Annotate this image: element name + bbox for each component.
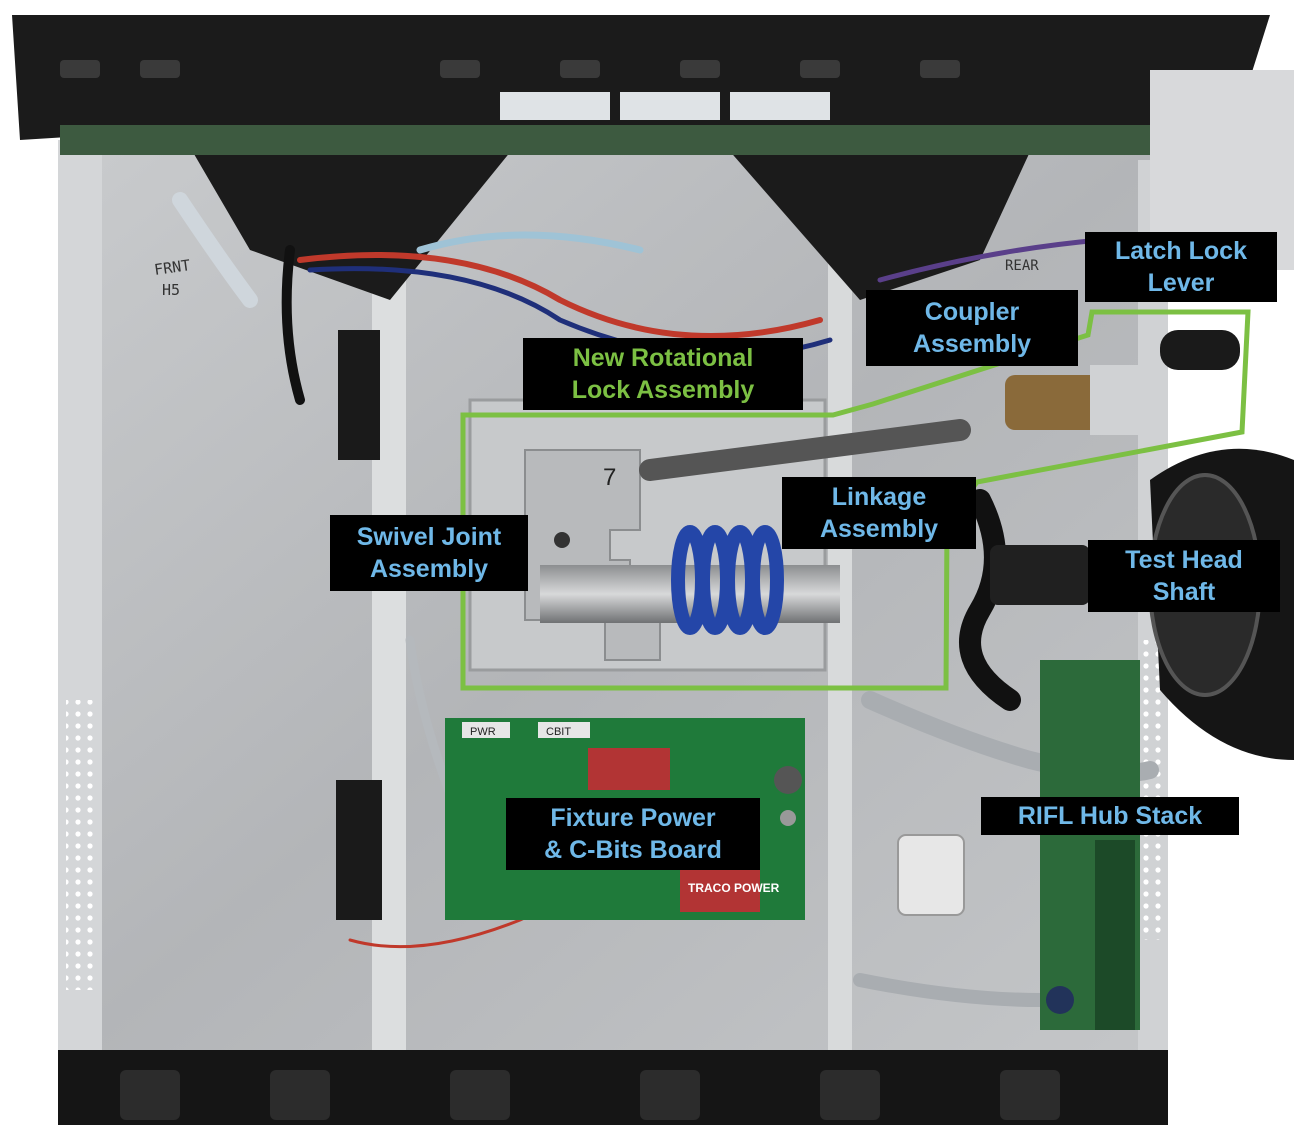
rifl-card: [1095, 840, 1135, 1030]
callout-rotational-lock-line1: New Rotational: [572, 344, 754, 372]
connector-board-strip: [60, 125, 1160, 155]
callout-test-head-shaft: Test Head Shaft: [1088, 540, 1280, 612]
callout-latch-lock-lever: Latch Lock Lever: [1085, 232, 1277, 302]
latch-lock-handle: [1160, 330, 1240, 370]
bumper-ribs: [120, 1070, 1060, 1120]
callout-linkage-line1: Linkage: [831, 483, 927, 511]
callout-test-head-shaft-line2: Shaft: [1152, 578, 1216, 606]
linkage-rod: [639, 419, 971, 481]
callout-rifl-hub-stack: RIFL Hub Stack: [981, 797, 1239, 835]
rear-marking: REAR: [1005, 258, 1039, 274]
callout-swivel-joint-line2: Assembly: [369, 555, 489, 583]
fan-bottom: [336, 780, 382, 920]
power-module-bottom: [680, 862, 760, 912]
shaft: [540, 565, 840, 623]
block-hole: [554, 532, 570, 548]
lid-connector-slots: [60, 60, 960, 78]
callout-latch-lock-lever-line2: Lever: [1147, 269, 1215, 297]
callout-fixture-power-line2: & C-Bits Board: [544, 836, 722, 864]
callout-fixture-power-line1: Fixture Power: [550, 804, 716, 832]
top-lid: [12, 15, 1270, 300]
inductor: [774, 766, 802, 794]
block-marking: 7: [603, 464, 616, 491]
pwr-label: PWR: [470, 726, 496, 738]
callout-rifl-hub-stack-line1: RIFL Hub Stack: [1017, 802, 1203, 830]
front-marking: FRNT: [153, 256, 191, 279]
rotational-lock-outline: [460, 309, 1251, 691]
coupler: [1005, 375, 1100, 430]
traco-brand: TRACO POWER: [688, 881, 780, 895]
callout-coupler-assembly: Coupler Assembly: [866, 290, 1078, 366]
callout-rotational-lock-line2: Lock Assembly: [571, 376, 755, 404]
cable-harness: [172, 192, 1159, 1007]
callout-fixture-power-board: Fixture Power & C-Bits Board: [506, 798, 760, 870]
fan-top: [338, 330, 380, 460]
callout-linkage-assembly: Linkage Assembly: [782, 477, 976, 549]
callout-coupler-assembly-line2: Assembly: [912, 330, 1032, 358]
rifl-capacitor: [1046, 986, 1074, 1014]
callout-test-head-shaft-line1: Test Head: [1125, 546, 1243, 574]
callout-linkage-line2: Assembly: [819, 515, 939, 543]
capacitor: [780, 810, 796, 826]
divider-rail-right: [828, 240, 852, 1050]
cbit-label: CBIT: [546, 726, 571, 738]
pwr-connector: [462, 722, 510, 738]
ferrite-clamp: [897, 834, 965, 916]
callout-coupler-assembly-line1: Coupler: [924, 298, 1020, 326]
compression-spring: [671, 525, 784, 635]
left-vent-holes: [66, 700, 96, 990]
power-module-top: [588, 748, 670, 790]
callout-latch-lock-lever-line1: Latch Lock: [1115, 237, 1247, 265]
callout-swivel-joint-line1: Swivel Joint: [356, 523, 502, 551]
front-bumper: [58, 1050, 1168, 1125]
callout-new-rotational-lock-assembly: New Rotational Lock Assembly: [523, 338, 803, 410]
test-head-shaft: [990, 545, 1090, 605]
front-h5-marking: H5: [162, 281, 180, 299]
lid-windows: [500, 92, 830, 120]
latch-lock-body: [1090, 365, 1145, 435]
cbit-connector: [538, 722, 590, 738]
callout-swivel-joint-assembly: Swivel Joint Assembly: [330, 515, 528, 591]
